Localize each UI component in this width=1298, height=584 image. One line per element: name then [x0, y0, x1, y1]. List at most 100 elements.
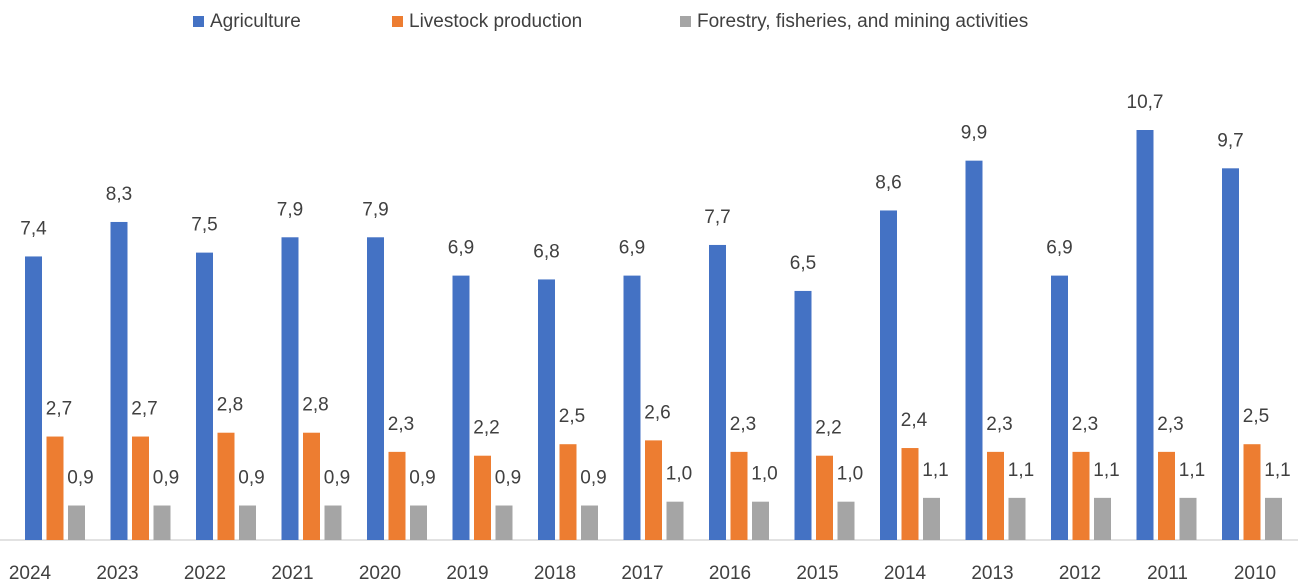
value-label: 2,8 [217, 395, 243, 416]
bar [388, 451, 406, 540]
x-tick-label: 2011 [1147, 563, 1188, 584]
bar [1072, 451, 1090, 540]
value-label: 2,3 [1072, 414, 1098, 435]
value-label: 7,4 [20, 218, 47, 239]
bar [645, 440, 662, 540]
bar [1243, 444, 1261, 540]
legend-swatch [680, 16, 691, 27]
bar [153, 505, 171, 540]
legend-label: Livestock production [409, 11, 582, 32]
x-tick-label: 2021 [271, 563, 313, 584]
value-label: 1,1 [1179, 460, 1205, 481]
bar [623, 275, 641, 540]
bar [666, 501, 684, 540]
value-label: 2,6 [644, 402, 670, 423]
bar [217, 432, 235, 540]
value-label: 2,3 [1157, 414, 1183, 435]
value-label: 0,9 [580, 468, 606, 489]
value-label: 2,3 [388, 414, 414, 435]
bar [1136, 130, 1154, 540]
bar [452, 275, 470, 540]
bar [68, 505, 85, 540]
value-label: 0,9 [324, 468, 350, 489]
value-label: 7,5 [191, 215, 217, 236]
bar [132, 436, 149, 540]
value-label: 2,7 [46, 399, 72, 420]
x-tick-label: 2013 [971, 563, 1013, 584]
bar [46, 436, 64, 540]
bar [1051, 275, 1068, 540]
legend-swatch [193, 16, 204, 27]
value-label: 1,1 [1093, 460, 1119, 481]
bar [1179, 497, 1197, 540]
bar [110, 221, 128, 540]
x-tick-label: 2024 [9, 563, 52, 584]
value-label: 0,9 [409, 468, 435, 489]
bar [410, 505, 427, 540]
value-label: 2,5 [559, 406, 585, 427]
value-label: 6,8 [533, 241, 559, 262]
x-tick-label: 2022 [184, 563, 226, 584]
x-tick-label: 2023 [96, 563, 138, 584]
bar [25, 256, 42, 540]
bar [816, 455, 833, 540]
value-label: 6,9 [448, 238, 474, 259]
value-label: 8,3 [106, 184, 132, 205]
bar [1094, 497, 1111, 540]
value-label: 1,0 [666, 464, 692, 485]
value-label: 2,2 [815, 418, 841, 439]
x-tick-label: 2020 [359, 563, 401, 584]
value-label: 1,0 [837, 464, 863, 485]
x-tick-label: 2016 [709, 563, 751, 584]
x-tick-label: 2019 [446, 563, 488, 584]
value-label: 2,3 [986, 414, 1012, 435]
value-label: 7,9 [362, 199, 388, 220]
value-label: 9,9 [961, 123, 987, 144]
value-label: 7,9 [277, 199, 303, 220]
value-label: 6,9 [1046, 238, 1072, 259]
x-tick-label: 2010 [1234, 563, 1276, 584]
bar [196, 252, 213, 540]
bar [730, 451, 748, 540]
bar [987, 451, 1004, 540]
value-label: 2,7 [131, 399, 157, 420]
bar [837, 501, 855, 540]
bar [474, 455, 491, 540]
bar [495, 505, 513, 540]
bar [923, 497, 940, 540]
x-tick-label: 2015 [796, 563, 838, 584]
value-label: 0,9 [153, 468, 179, 489]
value-label: 2,4 [901, 410, 928, 431]
bar [1158, 451, 1175, 540]
bar [281, 237, 299, 540]
value-label: 6,5 [790, 253, 816, 274]
x-tick-label: 2018 [534, 563, 576, 584]
value-label: 6,9 [619, 238, 645, 259]
value-label: 2,5 [1243, 406, 1269, 427]
value-label: 10,7 [1127, 92, 1164, 113]
value-label: 0,9 [67, 468, 93, 489]
value-label: 0,9 [495, 468, 521, 489]
bar [752, 501, 769, 540]
bar [367, 237, 384, 540]
legend-swatch [392, 16, 403, 27]
value-label: 2,8 [302, 395, 328, 416]
bar [559, 444, 577, 540]
x-tick-label: 2012 [1059, 563, 1101, 584]
bar [794, 290, 812, 540]
value-label: 2,3 [730, 414, 756, 435]
bar [581, 505, 598, 540]
value-label: 1,1 [1008, 460, 1034, 481]
bar [1265, 497, 1282, 540]
bar [538, 279, 555, 540]
bar [1008, 497, 1026, 540]
value-label: 0,9 [238, 468, 264, 489]
value-label: 2,2 [473, 418, 499, 439]
bar [901, 448, 919, 540]
value-label: 7,7 [704, 207, 730, 228]
value-label: 1,1 [1264, 460, 1290, 481]
bar [239, 505, 256, 540]
bar [324, 505, 342, 540]
legend-label: Agriculture [210, 11, 301, 32]
